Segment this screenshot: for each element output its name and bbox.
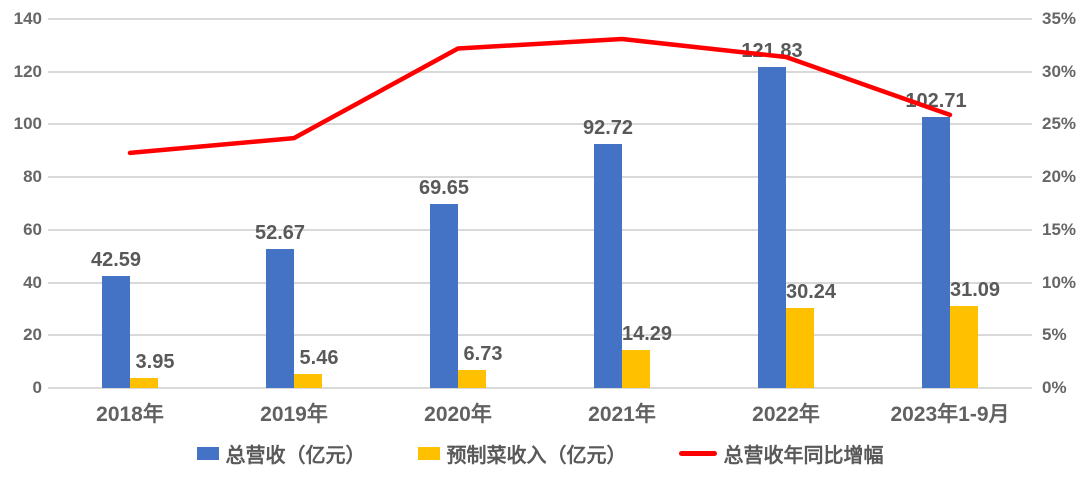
legend-line-swatch-icon — [678, 450, 717, 456]
x-axis-label: 2019年 — [260, 403, 328, 426]
x-axis-label: 2023年1-9月 — [890, 403, 1010, 426]
legend-item: 预制菜收入（亿元） — [417, 439, 627, 468]
bar-prepared-food-revenue — [950, 306, 978, 388]
legend-item: 总营收（亿元） — [196, 439, 366, 468]
left-axis-tick: 140 — [13, 9, 42, 28]
bar-prepared-food-revenue — [622, 350, 650, 388]
x-axis-label: 2018年 — [96, 403, 164, 426]
x-axis-label: 2020年 — [424, 403, 492, 426]
gridline — [48, 70, 1032, 73]
right-axis-tick: 30% — [1042, 61, 1077, 81]
bar-prepared-food-revenue — [294, 373, 322, 388]
legend-label: 预制菜收入（亿元） — [446, 444, 627, 467]
plot-area: 42.59 52.67 69.65 92.72 121.83 102.71 3.95 5.46… — [48, 18, 1032, 389]
gridline — [48, 228, 1032, 231]
yoy-growth-polyline — [127, 36, 953, 156]
gridline — [48, 387, 1032, 389]
left-axis-tick: 120 — [13, 61, 42, 81]
data-label-total-revenue: 52.67 — [254, 222, 306, 245]
bar-prepared-food-revenue — [130, 377, 158, 388]
bar-total-revenue — [594, 143, 622, 388]
gridline — [48, 281, 1032, 284]
gridline — [48, 123, 1032, 126]
right-axis-tick: 20% — [1042, 167, 1077, 187]
bar-total-revenue — [758, 66, 786, 388]
chart-legend: 总营收（亿元） 预制菜收入（亿元） 总营收年同比增幅 — [0, 436, 1080, 470]
data-label-total-revenue: 42.59 — [90, 248, 142, 271]
data-label-total-revenue: 92.72 — [582, 116, 634, 139]
legend-label: 总营收（亿元） — [225, 444, 366, 467]
left-axis-tick: 80 — [23, 167, 42, 187]
bar-total-revenue — [102, 275, 130, 388]
yoy-growth-line — [127, 36, 953, 156]
data-label-prepared-food: 30.24 — [785, 281, 837, 304]
bar-total-revenue — [922, 117, 950, 388]
data-label-prepared-food: 14.29 — [621, 323, 673, 346]
gridline — [48, 18, 1032, 20]
data-label-prepared-food: 3.95 — [135, 350, 175, 373]
bar-prepared-food-revenue — [458, 370, 486, 388]
left-axis-tick: 0 — [32, 378, 42, 397]
left-axis-tick: 60 — [23, 219, 42, 239]
gridline — [48, 176, 1032, 179]
right-axis-tick: 0% — [1042, 378, 1067, 397]
bar-total-revenue — [430, 204, 458, 388]
gridline — [48, 334, 1032, 337]
bar-prepared-food-revenue — [786, 308, 814, 388]
legend-bar-swatch-icon — [196, 446, 219, 460]
left-axis-tick: 100 — [13, 114, 42, 134]
right-axis-tick: 5% — [1042, 325, 1067, 345]
right-axis-tick: 15% — [1042, 219, 1077, 239]
right-axis-tick: 35% — [1042, 9, 1077, 28]
data-label-total-revenue: 69.65 — [418, 177, 470, 200]
left-axis-tick: 40 — [23, 272, 42, 292]
legend-label: 总营收年同比增幅 — [723, 444, 884, 467]
x-axis-label: 2022年 — [752, 403, 820, 426]
legend-item: 总营收年同比增幅 — [678, 439, 884, 468]
left-axis-tick: 20 — [23, 325, 42, 345]
x-axis-label: 2021年 — [588, 403, 656, 426]
legend-bar-swatch-icon — [417, 446, 440, 460]
data-label-prepared-food: 31.09 — [949, 279, 1001, 302]
bar-total-revenue — [266, 249, 294, 388]
data-label-prepared-food: 6.73 — [463, 343, 503, 366]
right-axis-tick: 25% — [1042, 114, 1077, 134]
right-axis-tick: 10% — [1042, 272, 1077, 292]
data-label-prepared-food: 5.46 — [299, 346, 339, 369]
